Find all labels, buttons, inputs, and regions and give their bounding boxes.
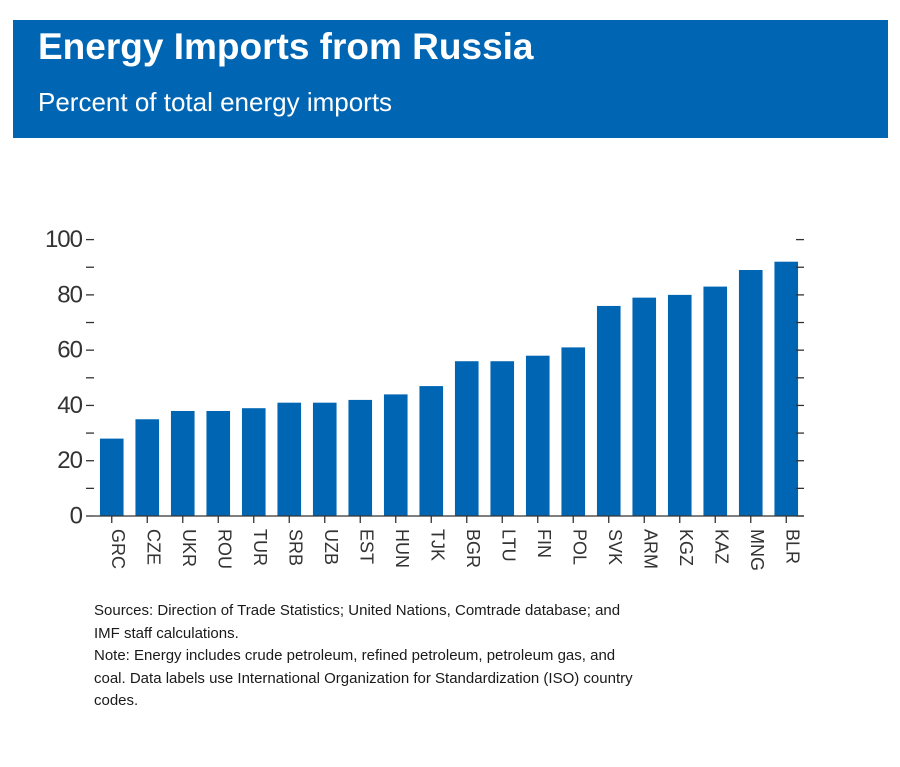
svg-text:20: 20: [57, 447, 82, 474]
svg-text:KGZ: KGZ: [676, 529, 696, 566]
svg-text:BGR: BGR: [463, 529, 483, 568]
svg-text:MNG: MNG: [747, 529, 767, 571]
svg-text:BLR: BLR: [782, 529, 802, 564]
svg-text:POL: POL: [569, 529, 589, 565]
svg-text:LTU: LTU: [498, 529, 518, 562]
svg-text:KAZ: KAZ: [711, 529, 731, 564]
svg-text:GRC: GRC: [108, 529, 128, 569]
svg-text:SVK: SVK: [605, 529, 625, 565]
svg-text:80: 80: [57, 281, 82, 308]
svg-text:0: 0: [70, 503, 83, 530]
svg-text:60: 60: [57, 337, 82, 364]
svg-text:FIN: FIN: [534, 529, 554, 558]
svg-text:TJK: TJK: [427, 529, 447, 561]
svg-text:SRB: SRB: [285, 529, 305, 566]
svg-text:EST: EST: [356, 529, 376, 564]
svg-text:TUR: TUR: [250, 529, 270, 566]
svg-text:UZB: UZB: [321, 529, 341, 565]
svg-text:UKR: UKR: [179, 529, 199, 567]
svg-text:CZE: CZE: [143, 529, 163, 565]
svg-text:ROU: ROU: [214, 529, 234, 569]
svg-text:ARM: ARM: [640, 529, 660, 569]
svg-text:100: 100: [45, 226, 83, 253]
svg-text:40: 40: [57, 392, 82, 419]
svg-text:HUN: HUN: [392, 529, 412, 568]
